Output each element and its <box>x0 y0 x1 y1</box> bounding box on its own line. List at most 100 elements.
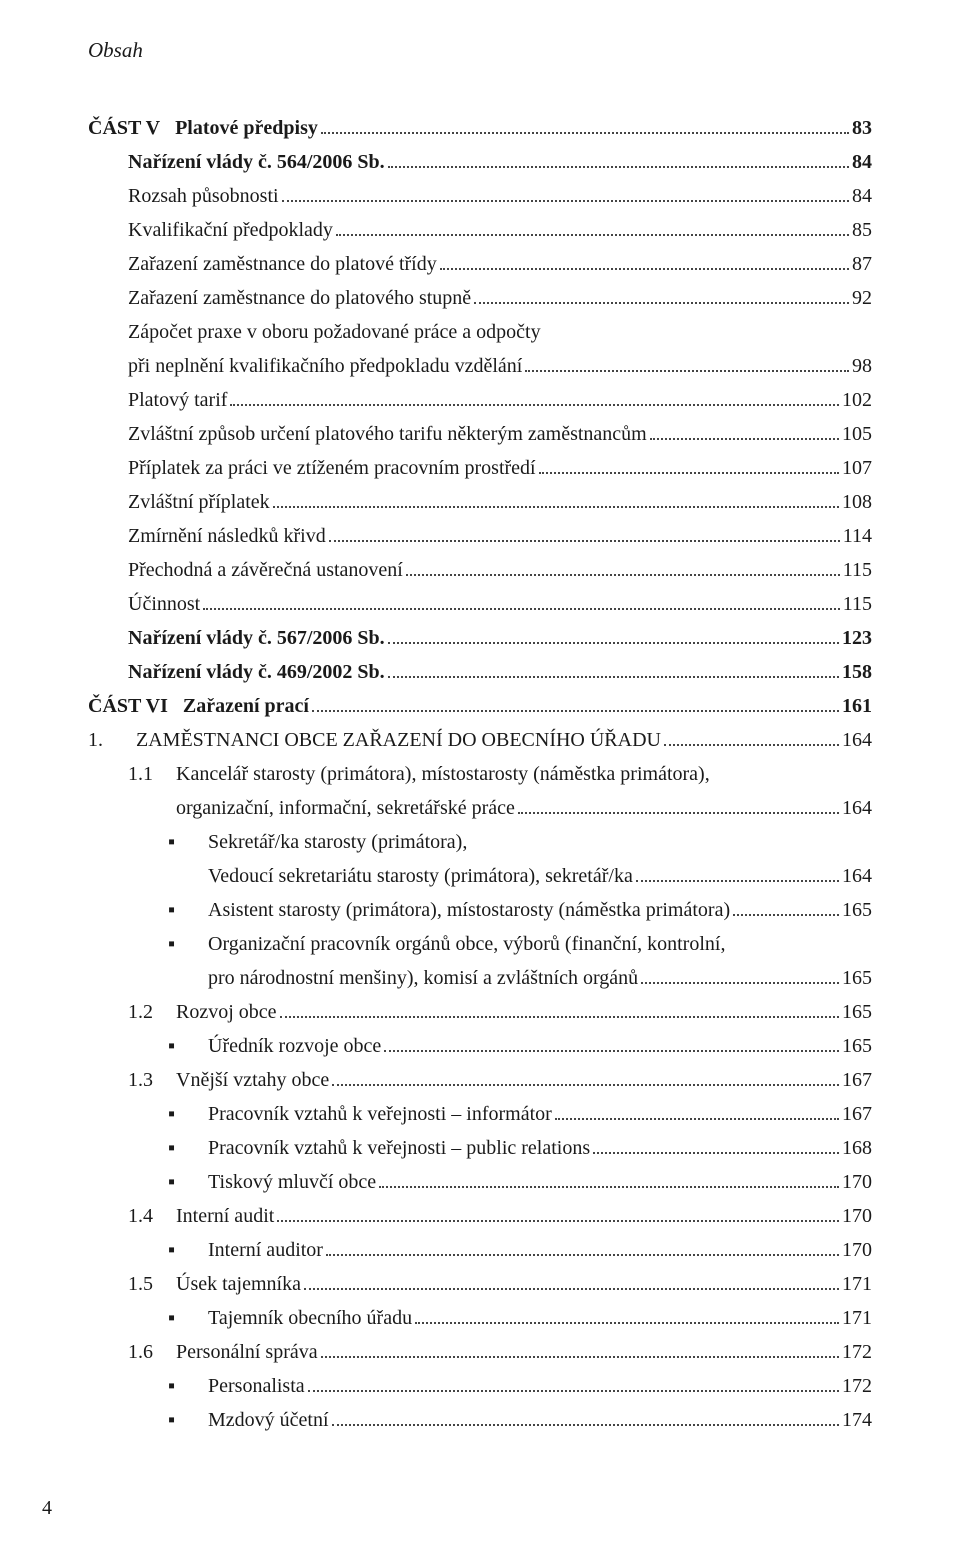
toc-label: Pracovník vztahů k veřejnosti – informát… <box>208 1099 552 1130</box>
page-ref: 115 <box>843 589 872 620</box>
page-ref: 168 <box>842 1133 872 1164</box>
page-ref: 84 <box>852 147 872 178</box>
toc-label: Zvláštní způsob určení platového tarifu … <box>128 419 647 450</box>
leader-dots <box>332 1408 839 1426</box>
page-ref: 164 <box>842 793 872 824</box>
toc-entry: ▪Pracovník vztahů k veřejnosti – informá… <box>88 1099 872 1130</box>
page-ref: 164 <box>842 861 872 892</box>
page-ref: 158 <box>842 657 872 688</box>
page-ref: 161 <box>842 691 872 722</box>
toc-entry: Nařízení vlády č. 469/2002 Sb.158 <box>88 657 872 688</box>
toc-entry-continuation: ▪Sekretář/ka starosty (primátora), <box>88 827 872 858</box>
toc-entry: ▪Pracovník vztahů k veřejnosti – public … <box>88 1133 872 1164</box>
toc-label: Interní auditor <box>208 1235 323 1266</box>
leader-dots <box>384 1034 839 1052</box>
toc-entry: 1.3Vnější vztahy obce167 <box>88 1065 872 1096</box>
toc-label: Úsek tajemníka <box>176 1269 301 1300</box>
leader-dots <box>273 490 839 508</box>
toc-entry: 1.4Interní audit 170 <box>88 1201 872 1232</box>
toc-entry-continuation: ▪Organizační pracovník orgánů obce, výbo… <box>88 929 872 960</box>
page-ref: 165 <box>842 1031 872 1062</box>
leader-dots <box>525 354 849 372</box>
toc-entry: 1.6Personální správa172 <box>88 1337 872 1368</box>
page-ref: 171 <box>842 1303 872 1334</box>
toc-entry: Platový tarif 102 <box>88 385 872 416</box>
toc-entry: ▪Personalista172 <box>88 1371 872 1402</box>
toc-label: Kvalifikační předpoklady <box>128 215 333 246</box>
section-number: 1. <box>88 725 136 756</box>
page-ref: 102 <box>842 385 872 416</box>
toc-label: Asistent starosty (primátora), místostar… <box>208 895 730 926</box>
leader-dots <box>539 456 839 474</box>
leader-dots <box>733 898 839 916</box>
leader-dots <box>518 796 839 814</box>
leader-dots <box>308 1374 839 1392</box>
leader-dots <box>282 184 849 202</box>
square-bullet-icon: ▪ <box>168 1167 208 1198</box>
leader-dots <box>406 558 840 576</box>
toc-label: Vedoucí sekretariátu starosty (primátora… <box>208 861 633 892</box>
toc-entry-continuation: 1.1Kancelář starosty (primátora), místos… <box>88 759 872 790</box>
toc-label: Zmírnění následků křivd <box>128 521 326 552</box>
toc-label: Personalista <box>208 1371 305 1402</box>
part-title: Platové předpisy <box>175 113 318 144</box>
toc-entry: ▪Mzdový účetní174 <box>88 1405 872 1436</box>
page-ref: 108 <box>842 487 872 518</box>
subsection-number: 1.6 <box>128 1337 176 1368</box>
subsection-number: 1.1 <box>128 759 176 790</box>
toc-label: Mzdový účetní <box>208 1405 329 1436</box>
page-ref: 123 <box>842 623 872 654</box>
leader-dots <box>321 1340 839 1358</box>
page-ref: 170 <box>842 1201 872 1232</box>
leader-dots <box>388 626 839 644</box>
toc-label: Nařízení vlády č. 567/2006 Sb. <box>128 623 385 654</box>
toc-entry: ▪Úředník rozvoje obce165 <box>88 1031 872 1062</box>
toc-entry: Zvláštní příplatek 108 <box>88 487 872 518</box>
subsection-number: 1.4 <box>128 1201 176 1232</box>
toc-label: Rozvoj obce <box>176 997 277 1028</box>
page-ref: 107 <box>842 453 872 484</box>
toc-label: Vnější vztahy obce <box>176 1065 329 1096</box>
leader-dots <box>277 1204 839 1222</box>
page-ref: 87 <box>852 249 872 280</box>
square-bullet-icon: ▪ <box>168 929 208 960</box>
page-ref: 170 <box>842 1235 872 1266</box>
toc-entry: ▪Tiskový mluvčí obce170 <box>88 1167 872 1198</box>
page-ref: 92 <box>852 283 872 314</box>
toc-entry: Přechodná a závěrečná ustanovení115 <box>88 555 872 586</box>
toc-label: Zvláštní příplatek <box>128 487 270 518</box>
part-heading: ČÁST VI Zařazení prací 161 <box>88 691 872 722</box>
page-ref: 172 <box>842 1371 872 1402</box>
toc-label: organizační, informační, sekretářské prá… <box>176 793 515 824</box>
part-heading: ČÁST V Platové předpisy 83 <box>88 113 872 144</box>
part-prefix: ČÁST VI <box>88 691 168 722</box>
leader-dots <box>280 1000 839 1018</box>
toc-label: Interní audit <box>176 1201 274 1232</box>
square-bullet-icon: ▪ <box>168 1031 208 1062</box>
toc-entry: Zařazení zaměstnance do platové třídy87 <box>88 249 872 280</box>
toc-entry-continuation: Zápočet praxe v oboru požadované práce a… <box>88 317 872 348</box>
leader-dots <box>203 592 840 610</box>
toc-label: Platový tarif <box>128 385 227 416</box>
toc-label: Tiskový mluvčí obce <box>208 1167 376 1198</box>
leader-dots <box>555 1102 839 1120</box>
leader-dots <box>312 694 839 712</box>
toc-label: Nařízení vlády č. 564/2006 Sb. <box>128 147 385 178</box>
toc-entry: 1.2Rozvoj obce165 <box>88 997 872 1028</box>
toc-label: Účinnost <box>128 589 200 620</box>
leader-dots <box>304 1272 839 1290</box>
toc-label: Pracovník vztahů k veřejnosti – public r… <box>208 1133 590 1164</box>
toc-label: pro národnostní menšiny), komisí a zvláš… <box>208 963 638 994</box>
toc-label: ZAMĚSTNANCI OBCE ZAŘAZENÍ DO OBECNÍHO ÚŘ… <box>136 725 661 756</box>
toc-entry: Nařízení vlády č. 567/2006 Sb. 123 <box>88 623 872 654</box>
toc-entry: 1.5Úsek tajemníka171 <box>88 1269 872 1300</box>
square-bullet-icon: ▪ <box>168 1099 208 1130</box>
toc-entry: při neplnění kvalifikačního předpokladu … <box>88 351 872 382</box>
toc-entry: ▪Tajemník obecního úřadu171 <box>88 1303 872 1334</box>
toc-entry: ▪Interní auditor170 <box>88 1235 872 1266</box>
leader-dots <box>650 422 839 440</box>
page-ref: 167 <box>842 1065 872 1096</box>
leader-dots <box>321 116 849 134</box>
leader-dots <box>636 864 839 882</box>
page-ref: 171 <box>842 1269 872 1300</box>
